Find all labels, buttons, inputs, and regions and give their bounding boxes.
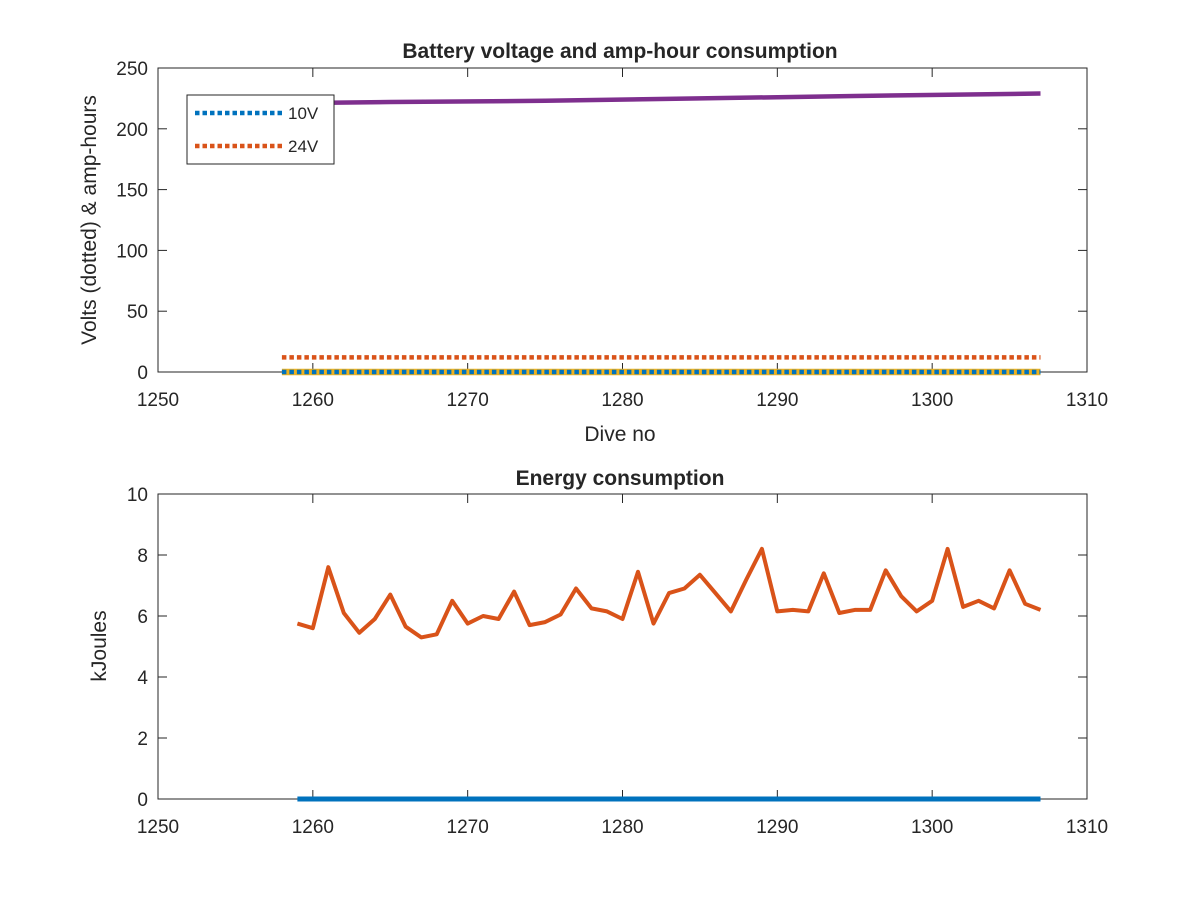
x-tick-label: 1270 xyxy=(447,390,489,411)
x-tick-label: 1280 xyxy=(601,390,643,411)
x-tick-label: 1280 xyxy=(601,817,643,838)
y-tick-label: 10 xyxy=(127,485,148,506)
energy-plot: Energy consumption 1250 1260 1270 1280 1290 1… xyxy=(88,467,1108,838)
x-tick-label: 1250 xyxy=(137,390,179,411)
x-tick-label: 1260 xyxy=(292,390,334,411)
voltage-amphour-plot: Battery voltage and amp-hour consumption… xyxy=(78,40,1108,446)
legend-label-24v: 24V xyxy=(288,137,319,156)
x-tick-label: 1300 xyxy=(911,817,953,838)
series-group xyxy=(281,91,1041,376)
x-tick-label: 1290 xyxy=(756,817,798,838)
x-tick-label: 1310 xyxy=(1066,390,1108,411)
y-axis-label: Volts (dotted) & amp-hours xyxy=(78,95,101,345)
y-tick-label: 150 xyxy=(116,181,148,202)
y-tick-label: 8 xyxy=(137,546,148,567)
y-axis: 0 50 100 150 200 250 xyxy=(116,59,1087,384)
y-axis-label: kJoules xyxy=(88,610,111,681)
legend: 10V 24V xyxy=(186,94,335,165)
y-tick-label: 4 xyxy=(137,668,148,689)
x-tick-label: 1260 xyxy=(292,817,334,838)
x-tick-label: 1310 xyxy=(1066,817,1108,838)
series-line-series-2 xyxy=(296,546,1042,640)
y-tick-label: 0 xyxy=(137,790,148,811)
x-axis-label: Dive no xyxy=(584,423,655,446)
y-tick-label: 250 xyxy=(116,59,148,80)
plot-title: Energy consumption xyxy=(516,467,725,490)
x-tick-label: 1290 xyxy=(756,390,798,411)
y-axis: 0 2 4 6 8 10 xyxy=(127,485,1087,811)
x-tick-label: 1250 xyxy=(137,817,179,838)
y-tick-label: 100 xyxy=(116,241,148,262)
y-tick-label: 50 xyxy=(127,302,148,323)
series-line-series-4 xyxy=(281,91,1041,106)
legend-box xyxy=(186,94,335,165)
y-tick-label: 200 xyxy=(116,120,148,141)
x-axis: 1250 1260 1270 1280 1290 1300 1310 xyxy=(137,494,1108,838)
y-tick-label: 0 xyxy=(137,363,148,384)
x-tick-label: 1270 xyxy=(447,817,489,838)
y-tick-label: 2 xyxy=(137,729,148,750)
x-tick-label: 1300 xyxy=(911,390,953,411)
x-axis: 1250 1260 1270 1280 1290 1300 1310 xyxy=(137,68,1108,411)
y-tick-label: 6 xyxy=(137,607,148,628)
legend-label-10v: 10V xyxy=(288,104,319,123)
plot-title: Battery voltage and amp-hour consumption xyxy=(402,40,837,63)
series-group xyxy=(296,546,1042,802)
